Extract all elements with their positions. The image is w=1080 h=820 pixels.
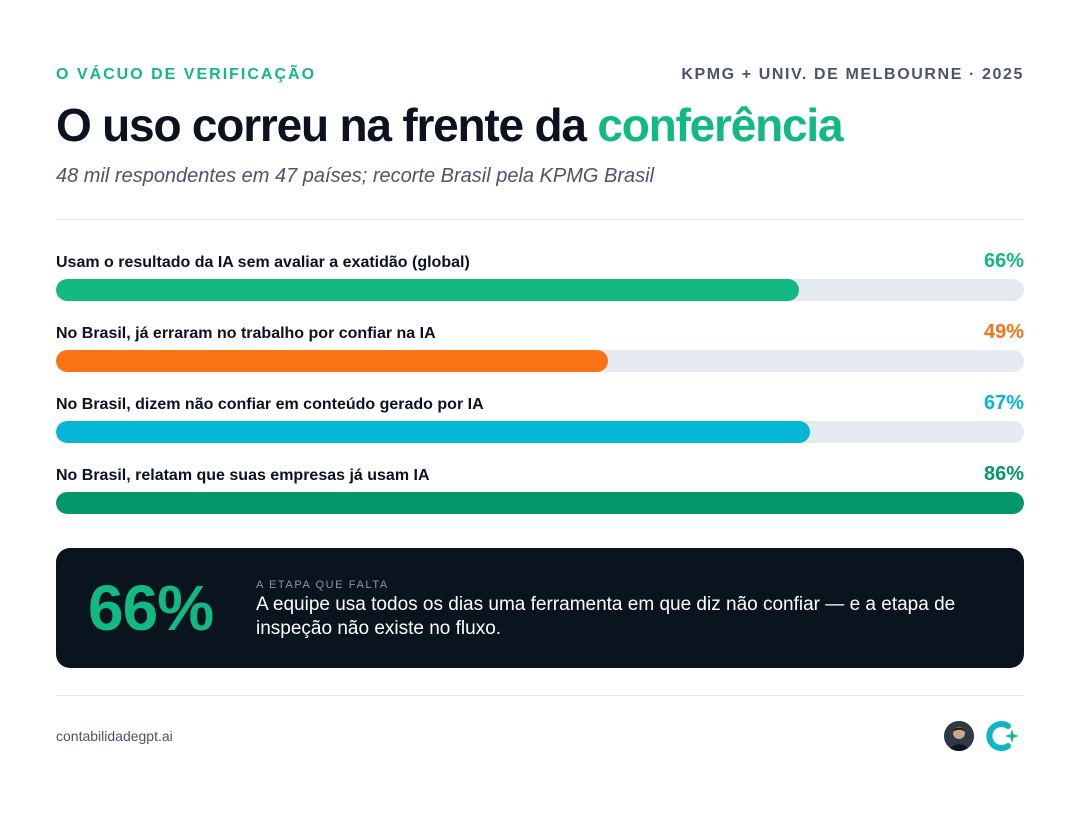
- bar: [56, 492, 1024, 514]
- callout-value: 66%: [88, 572, 214, 644]
- source-label: KPMG + UNIV. DE MELBOURNE · 2025: [681, 66, 1024, 83]
- bar-row: No Brasil, dizem não confiar em conteúdo…: [56, 392, 1024, 452]
- bar-label: No Brasil, já erraram no trabalho por co…: [56, 325, 436, 342]
- bar-value-label: 67%: [983, 392, 1024, 414]
- brand-logo-icon: [984, 719, 1024, 753]
- bar-row: No Brasil, já erraram no trabalho por co…: [56, 321, 1024, 381]
- bar-track: [56, 279, 1024, 301]
- bar-label: No Brasil, dizem não confiar em conteúdo…: [56, 396, 484, 413]
- bar-track: [56, 421, 1024, 443]
- footer-url[interactable]: contabilidadegpt.ai: [56, 728, 173, 744]
- title-accent: conferência: [597, 99, 843, 151]
- bar-value-label: 49%: [983, 321, 1024, 343]
- kicker: O VÁCUO DE VERIFICAÇÃO: [56, 66, 317, 83]
- footer-divider: [56, 695, 1024, 696]
- page-title: O uso correu na frente da conferência: [56, 98, 844, 152]
- avatar: [944, 721, 974, 751]
- bar: [56, 421, 810, 443]
- bar-row: No Brasil, relatam que suas empresas já …: [56, 463, 1024, 523]
- bar-track: [56, 492, 1024, 514]
- bar-label: No Brasil, relatam que suas empresas já …: [56, 467, 430, 484]
- callout-panel: 66% A ETAPA QUE FALTA A equipe usa todos…: [56, 548, 1024, 668]
- bar: [56, 350, 608, 372]
- callout-text: A equipe usa todos os dias uma ferrament…: [256, 594, 956, 639]
- bar-value-label: 86%: [983, 463, 1024, 485]
- bar-label: Usam o resultado da IA sem avaliar a exa…: [56, 254, 470, 271]
- title-main: O uso correu na frente da: [56, 99, 598, 151]
- bar-row: Usam o resultado da IA sem avaliar a exa…: [56, 250, 1024, 310]
- bar-value-label: 66%: [983, 250, 1024, 272]
- infographic: O VÁCUO DE VERIFICAÇÃO KPMG + UNIV. DE M…: [56, 0, 1024, 820]
- top-divider: [56, 219, 1024, 220]
- header-row: O VÁCUO DE VERIFICAÇÃO KPMG + UNIV. DE M…: [56, 66, 1024, 86]
- avatar-person-icon: [944, 721, 974, 751]
- subtitle: 48 mil respondentes em 47 países; recort…: [56, 165, 655, 187]
- bar: [56, 279, 799, 301]
- bar-track: [56, 350, 1024, 372]
- callout-kicker: A ETAPA QUE FALTA: [256, 579, 389, 591]
